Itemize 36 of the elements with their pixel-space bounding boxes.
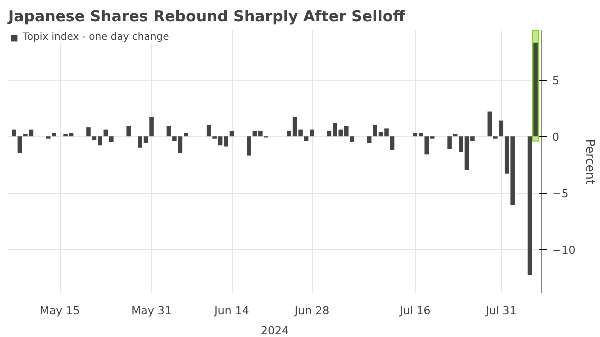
bar — [206, 125, 212, 137]
x-tick-label: May 31 — [132, 304, 172, 318]
bar — [52, 133, 56, 137]
bar — [104, 130, 108, 137]
bar — [310, 130, 314, 137]
bar — [18, 136, 22, 154]
y-tick-label: −10 — [552, 244, 576, 257]
x-tick-label: May 15 — [40, 304, 80, 318]
y-tick-label: 0 — [552, 131, 560, 144]
y-tick-label: 5 — [552, 74, 560, 88]
bar — [367, 136, 372, 144]
bar — [126, 126, 132, 137]
bar — [166, 126, 172, 137]
x-tick-label: Jun 28 — [294, 304, 330, 318]
bar — [150, 117, 154, 137]
bar — [230, 130, 234, 137]
bar — [350, 136, 355, 142]
x-tick-label: Jul 16 — [399, 304, 431, 318]
bar — [86, 128, 91, 137]
bar — [528, 136, 532, 276]
y-axis-title: Percent — [584, 139, 598, 185]
bar — [448, 136, 452, 150]
bar — [110, 136, 114, 142]
bar — [390, 136, 395, 150]
bar — [499, 120, 504, 137]
bar — [488, 112, 492, 137]
chart-title: Japanese Shares Rebound Sharply After Selloff — [8, 8, 406, 26]
bar — [184, 133, 188, 137]
x-tick-label: Jun 14 — [214, 304, 250, 318]
x-tick-label: Jul 31 — [485, 304, 517, 318]
x-axis-title: 2024 — [261, 324, 290, 337]
bar — [304, 136, 309, 142]
bar — [12, 130, 16, 137]
y-tick-label: −5 — [552, 188, 569, 201]
bar — [247, 136, 252, 156]
legend-label: Topix index - one day change — [23, 32, 170, 43]
